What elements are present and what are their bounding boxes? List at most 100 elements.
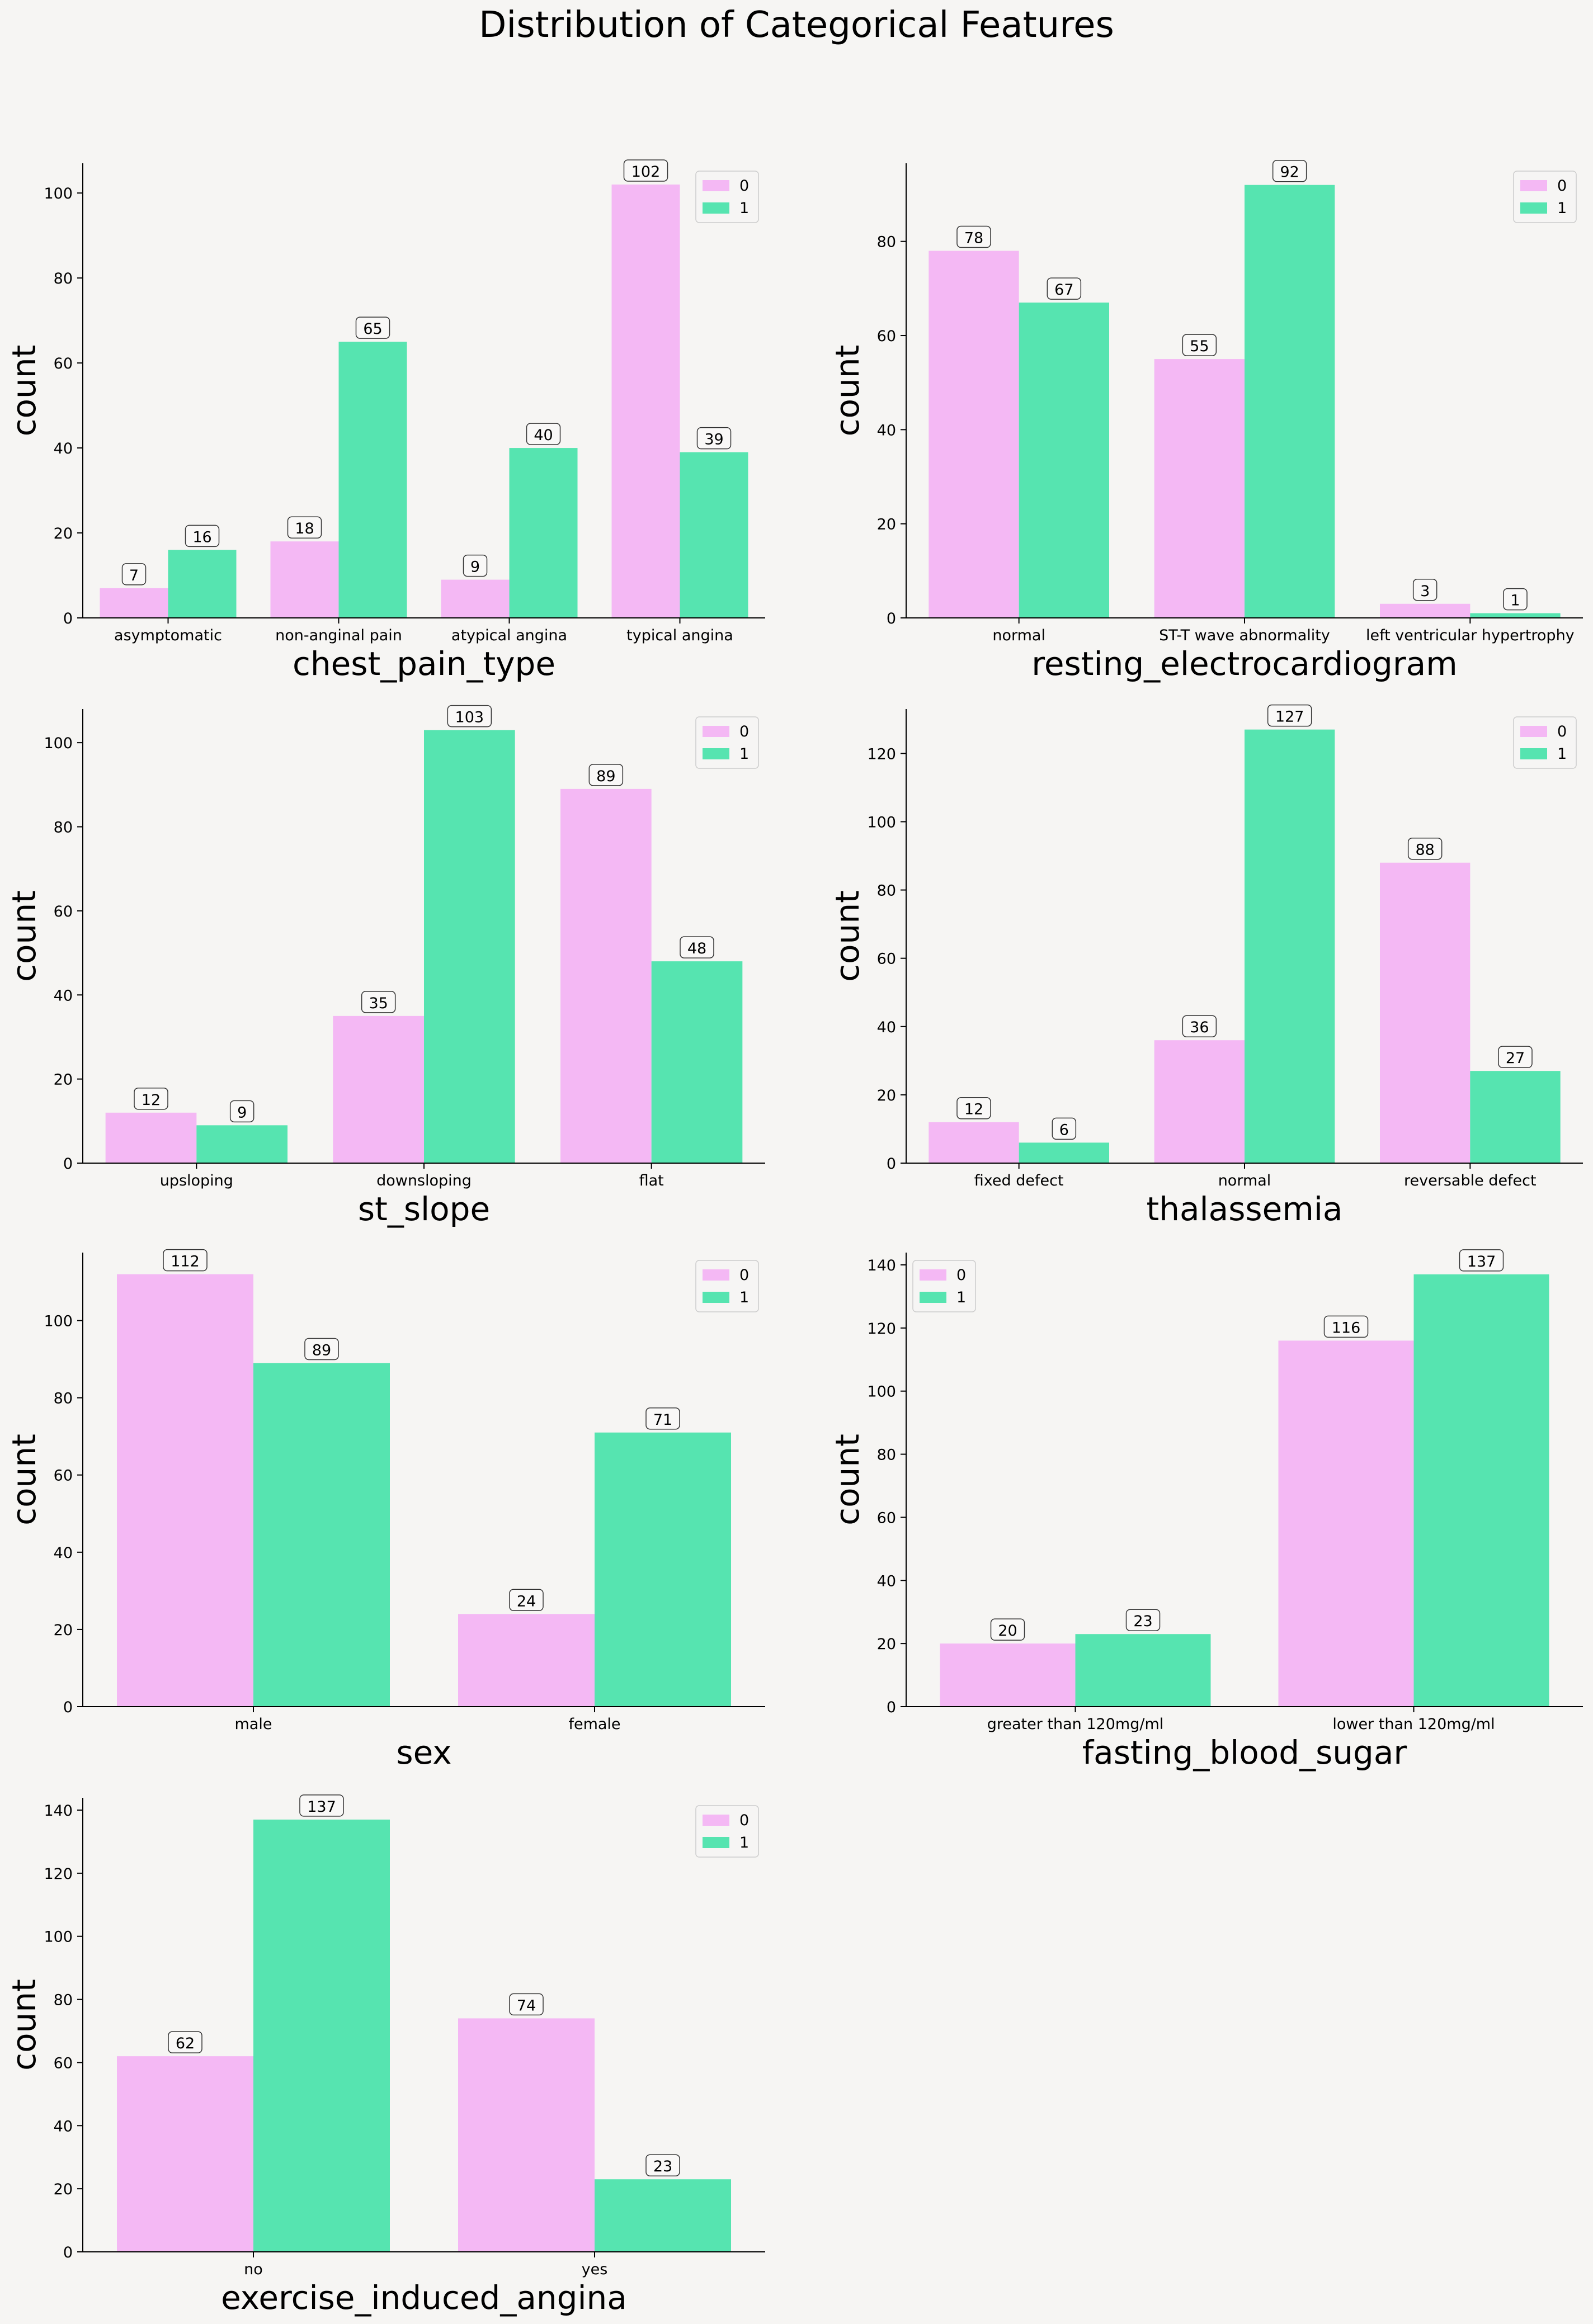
y-tick-label: 60 bbox=[877, 328, 896, 345]
bar-value-label: 12 bbox=[142, 1092, 161, 1109]
bar-value-box bbox=[168, 2031, 202, 2053]
bar-value-box bbox=[696, 427, 732, 450]
bar-value-label: 137 bbox=[1467, 1253, 1496, 1270]
bar-value-label: 40 bbox=[534, 427, 553, 444]
x-tick-label: normal bbox=[1218, 1172, 1271, 1189]
bar-value-label: 62 bbox=[176, 2035, 195, 2052]
legend-label: 1 bbox=[739, 745, 749, 763]
y-tick-label: 100 bbox=[44, 735, 73, 752]
legend-label: 1 bbox=[739, 1289, 749, 1306]
legend: 01 bbox=[1513, 171, 1577, 223]
x-tick-label: non-anginal pain bbox=[275, 627, 402, 644]
legend-frame bbox=[695, 1260, 759, 1312]
y-tick-label: 80 bbox=[877, 882, 896, 900]
y-tick-label: 100 bbox=[44, 185, 73, 202]
y-tick-label: 100 bbox=[867, 1383, 896, 1401]
y-tick-label: 0 bbox=[63, 1155, 73, 1173]
bar-value-box bbox=[1459, 1249, 1504, 1272]
y-tick-label: 80 bbox=[54, 1390, 73, 1407]
bar-value-label: 74 bbox=[517, 1997, 536, 2014]
bar-value-box bbox=[299, 1794, 344, 1817]
bar-value-box bbox=[304, 1338, 339, 1361]
y-tick-label: 60 bbox=[54, 903, 73, 920]
x-axis-title: st_slope bbox=[358, 1190, 490, 1228]
y-tick-label: 0 bbox=[887, 1155, 896, 1173]
y-axis-title: count bbox=[828, 890, 866, 982]
y-tick-label: 40 bbox=[54, 2118, 73, 2135]
bar-lower-than-120mg-ml-class-0 bbox=[1278, 1340, 1414, 1707]
y-tick-label: 120 bbox=[44, 1865, 73, 1883]
subplot-chest-pain-type: 7 16 asymptomatic 18 65 non-anginal pain 9 40 at… bbox=[5, 159, 765, 683]
x-tick-label: male bbox=[235, 1716, 272, 1733]
bar-downsloping-class-0 bbox=[333, 1015, 424, 1163]
bar-flat-class-1 bbox=[651, 961, 743, 1163]
x-tick-label: fixed defect bbox=[974, 1172, 1064, 1189]
bar-lower-than-120mg-ml-class-1 bbox=[1413, 1274, 1549, 1707]
legend-swatch-class-0 bbox=[703, 180, 729, 191]
legend: 01 bbox=[1513, 716, 1577, 769]
y-axis-title: count bbox=[828, 345, 866, 437]
legend-frame bbox=[695, 171, 759, 223]
x-tick-label: lower than 120mg/ml bbox=[1332, 1716, 1495, 1733]
legend-swatch-class-0 bbox=[703, 1815, 729, 1826]
bar-value-label: 36 bbox=[1190, 1019, 1209, 1036]
legend-label: 0 bbox=[956, 1267, 966, 1284]
bar-greater-than-120mg-ml-class-1 bbox=[1075, 1634, 1211, 1707]
x-tick-label: flat bbox=[639, 1172, 664, 1189]
bar-value-box bbox=[1407, 837, 1443, 860]
bar-value-label: 137 bbox=[307, 1798, 336, 1816]
bar-value-box bbox=[287, 516, 322, 539]
bar-value-label: 89 bbox=[312, 1342, 331, 1359]
bar-value-label: 89 bbox=[596, 768, 615, 785]
bar-left-ventricular-hypertrophy-class-1 bbox=[1470, 613, 1561, 618]
bar-value-label: 71 bbox=[653, 1411, 672, 1429]
legend-swatch-class-1 bbox=[703, 202, 729, 214]
legend-label: 1 bbox=[739, 200, 749, 217]
subplot-exercise-induced-angina: 62 137 no 74 23 yes 0 20 40 60 80 100 120 140 exercise… bbox=[5, 1794, 765, 2317]
y-axis-title: count bbox=[5, 1979, 43, 2071]
y-tick-label: 20 bbox=[877, 1636, 896, 1653]
x-axis-title: resting_electrocardiogram bbox=[1031, 645, 1457, 683]
bar-value-label: 9 bbox=[470, 559, 480, 576]
bar-upsloping-class-0 bbox=[105, 1112, 197, 1163]
bar-normal-class-0 bbox=[1154, 1040, 1245, 1163]
bar-flat-class-0 bbox=[560, 788, 652, 1163]
bar-normal-class-1 bbox=[1245, 729, 1335, 1163]
bar-upsloping-class-1 bbox=[196, 1125, 288, 1163]
y-tick-label: 100 bbox=[44, 1929, 73, 1946]
y-axis-title: count bbox=[828, 1434, 866, 1525]
y-tick-label: 20 bbox=[54, 1622, 73, 1639]
x-tick-label: normal bbox=[992, 627, 1045, 644]
x-tick-label: left ventricular hypertrophy bbox=[1366, 627, 1575, 644]
bar-value-box bbox=[1412, 579, 1438, 601]
y-tick-label: 20 bbox=[877, 516, 896, 533]
bar-value-label: 92 bbox=[1280, 164, 1299, 181]
bar-value-label: 103 bbox=[455, 709, 484, 726]
bar-value-label: 24 bbox=[517, 1593, 536, 1610]
y-tick-label: 0 bbox=[63, 610, 73, 627]
figure-title: Distribution of Categorical Features bbox=[479, 4, 1114, 46]
y-axis-title: count bbox=[5, 1434, 43, 1525]
y-tick-label: 20 bbox=[54, 525, 73, 542]
y-axis-title: count bbox=[5, 890, 43, 982]
legend-label: 1 bbox=[1557, 200, 1567, 217]
bar-value-box bbox=[355, 317, 390, 339]
bar-fixed-defect-class-1 bbox=[1019, 1142, 1109, 1163]
bar-value-box bbox=[680, 936, 714, 958]
bar-value-label: 48 bbox=[687, 940, 706, 957]
y-tick-label: 0 bbox=[63, 2244, 73, 2261]
legend-frame bbox=[912, 1260, 976, 1312]
bar-value-box bbox=[956, 1097, 991, 1120]
y-tick-label: 40 bbox=[54, 440, 73, 457]
bar-value-box bbox=[134, 1088, 168, 1110]
bar-non-anginal-pain-class-0 bbox=[270, 541, 339, 618]
bar-female-class-1 bbox=[595, 1432, 731, 1707]
bar-value-label: 39 bbox=[704, 431, 723, 448]
bar-typical-angina-class-1 bbox=[680, 452, 748, 618]
bar-value-box bbox=[588, 764, 624, 786]
subplot-resting-electrocardiogram: 78 67 normal 55 92 ST-T wave abnormality 3 1 lef… bbox=[828, 159, 1583, 683]
x-axis-title: sex bbox=[396, 1733, 451, 1772]
bar-st-t-wave-abnormality-class-1 bbox=[1245, 185, 1335, 618]
legend-swatch-class-0 bbox=[703, 726, 729, 737]
legend-frame bbox=[1513, 716, 1577, 769]
